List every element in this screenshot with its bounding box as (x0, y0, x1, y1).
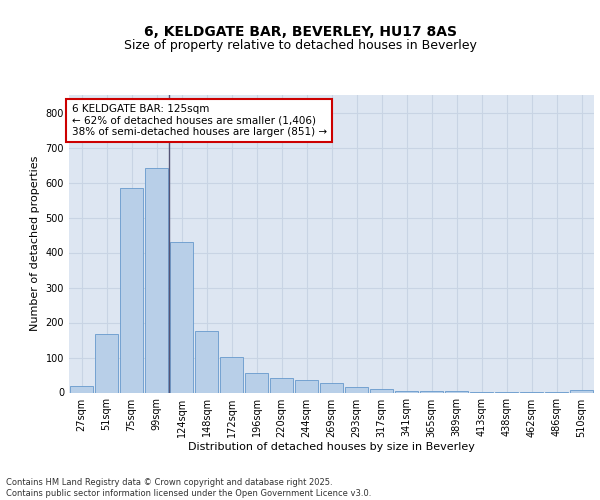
X-axis label: Distribution of detached houses by size in Beverley: Distribution of detached houses by size … (188, 442, 475, 452)
Bar (145, 168, 168, 392)
Bar (295, 380, 318, 392)
Bar (220, 357, 243, 392)
Text: Size of property relative to detached houses in Beverley: Size of property relative to detached ho… (124, 39, 476, 52)
Bar (170, 242, 193, 392)
Bar (370, 389, 393, 392)
Bar (70, 386, 93, 392)
Bar (245, 373, 268, 392)
Text: 6, KELDGATE BAR, BEVERLEY, HU17 8AS: 6, KELDGATE BAR, BEVERLEY, HU17 8AS (143, 25, 457, 39)
Bar (120, 188, 143, 392)
Bar (270, 378, 293, 392)
Bar (570, 390, 593, 392)
Y-axis label: Number of detached properties: Number of detached properties (30, 156, 40, 332)
Text: Contains HM Land Registry data © Crown copyright and database right 2025.
Contai: Contains HM Land Registry data © Crown c… (6, 478, 371, 498)
Bar (195, 331, 218, 392)
Bar (345, 387, 368, 392)
Bar (95, 334, 118, 392)
Bar (320, 383, 343, 392)
Bar (420, 391, 443, 392)
Bar (395, 391, 418, 392)
Text: 6 KELDGATE BAR: 125sqm
← 62% of detached houses are smaller (1,406)
38% of semi-: 6 KELDGATE BAR: 125sqm ← 62% of detached… (71, 104, 327, 137)
